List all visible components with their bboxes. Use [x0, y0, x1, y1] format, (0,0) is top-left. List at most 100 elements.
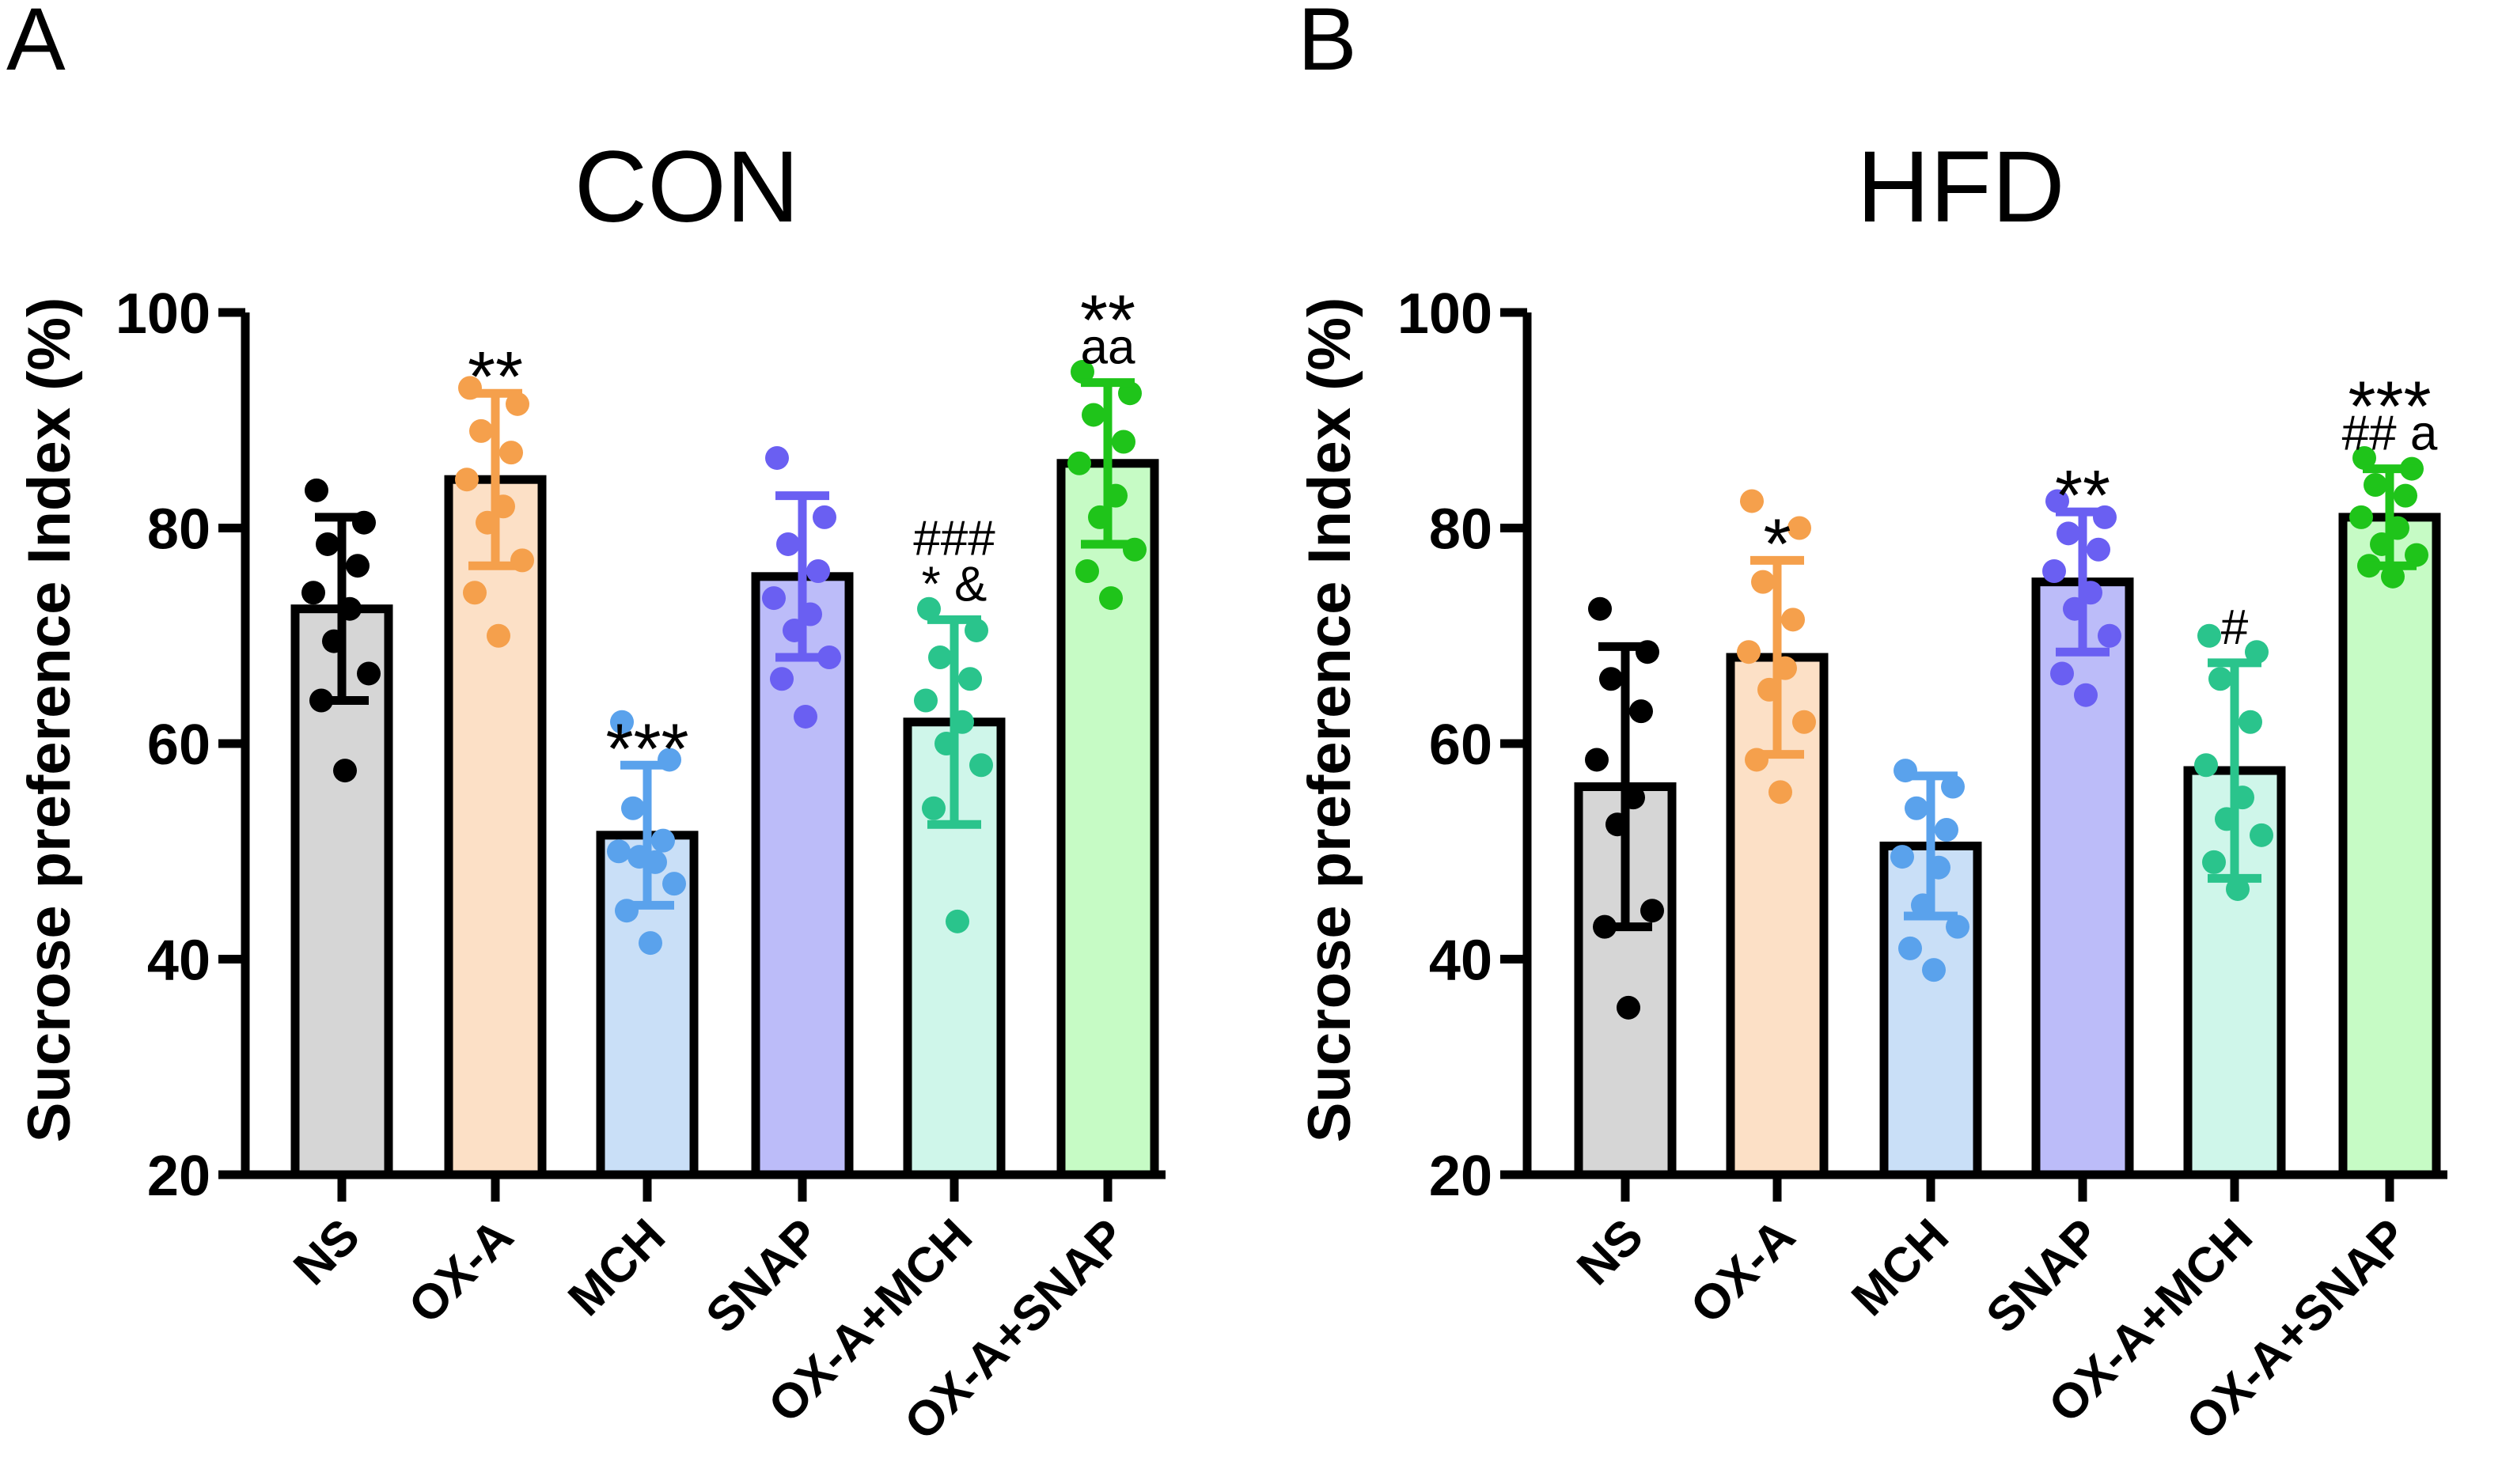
data-point: [776, 532, 800, 556]
data-point: [316, 532, 339, 556]
y-tick-label: 100: [1397, 282, 1492, 346]
data-point: [1082, 403, 1105, 427]
significance-label: **: [468, 338, 523, 417]
panel-a-label: A: [6, 0, 66, 89]
data-point: [607, 839, 631, 864]
data-point: [2226, 876, 2250, 901]
data-point: [1112, 430, 1135, 454]
data-point: [1941, 774, 1965, 799]
panel-b: B HFD Sucrose preference Index (%) 20 40 6…: [1296, 0, 2447, 1451]
data-point: [1588, 596, 1612, 621]
data-point: [2381, 564, 2405, 589]
data-point: [487, 623, 510, 648]
data-point: [1781, 608, 1805, 632]
data-point: [2208, 667, 2232, 691]
data-point: [2098, 623, 2121, 648]
x-tick-label: MCH: [1841, 1209, 1959, 1327]
data-point: [2394, 483, 2417, 508]
data-point: [922, 796, 946, 820]
significance-label: ## a: [2342, 407, 2438, 461]
data-point: [1737, 640, 1761, 664]
data-point: [639, 931, 662, 956]
y-tick-label: 20: [147, 1145, 210, 1208]
x-tick-label: SNAP: [696, 1209, 831, 1344]
data-point: [765, 445, 789, 470]
data-point: [2045, 489, 2069, 513]
panel-a-ylabel: Sucrose preference Index (%): [16, 297, 83, 1143]
y-tick-label: 80: [1429, 498, 1492, 562]
data-point: [2197, 623, 2221, 648]
data-point: [1890, 845, 1914, 869]
data-point: [946, 909, 969, 933]
y-tick-label: 40: [1429, 929, 1492, 993]
data-point: [1629, 699, 1653, 724]
significance-label: ***: [605, 710, 688, 789]
x-tick-label: NS: [1567, 1209, 1654, 1296]
data-point: [651, 828, 675, 853]
y-tick-label: 100: [116, 282, 210, 346]
significance-label: **: [2055, 456, 2110, 536]
data-point: [2239, 710, 2262, 734]
data-point: [346, 554, 370, 578]
y-tick-label: 60: [1429, 714, 1492, 777]
data-point: [1768, 780, 1792, 804]
panel-a: A CON Sucrose preference Index (%) 20 40 6…: [6, 0, 1166, 1451]
panel-b-ylabel: Sucrose preference Index (%): [1296, 297, 1363, 1143]
data-point: [2087, 537, 2110, 562]
data-point: [2364, 473, 2387, 497]
data-point: [463, 581, 487, 605]
y-tick-label: 20: [1429, 1145, 1492, 1208]
x-tick-label: OX-A: [1681, 1209, 1806, 1334]
data-point: [1617, 995, 1640, 1020]
data-point: [621, 796, 645, 820]
bar: [2031, 577, 2134, 1179]
data-point: [813, 505, 836, 529]
data-point: [2050, 661, 2074, 686]
bar: [2338, 513, 2441, 1179]
y-tick-label: 40: [147, 929, 210, 993]
data-point: [2194, 753, 2218, 778]
data-point: [1118, 381, 1142, 406]
x-tick-label: OX-A: [399, 1209, 524, 1334]
data-point: [2352, 445, 2376, 470]
y-tick-label: 80: [147, 498, 210, 562]
data-point: [2349, 505, 2373, 529]
data-point: [2245, 640, 2269, 664]
bar: [1056, 459, 1159, 1179]
data-point: [928, 645, 952, 669]
data-point: [965, 618, 988, 642]
bar: [444, 475, 547, 1179]
data-point: [1922, 958, 1946, 982]
data-point: [1599, 667, 1623, 691]
significance-label: *: [1763, 505, 1791, 584]
data-point: [305, 478, 328, 502]
data-point: [1585, 748, 1609, 772]
data-point: [2074, 683, 2098, 707]
significance-label: aa: [1081, 320, 1135, 375]
significance-label: ###: [913, 511, 995, 566]
data-point: [499, 441, 523, 465]
data-point: [610, 710, 634, 734]
data-point: [1946, 914, 1969, 939]
data-point: [914, 688, 938, 713]
data-point: [662, 872, 686, 896]
data-point: [1898, 936, 1922, 960]
data-point: [2405, 543, 2428, 567]
data-point: [794, 704, 817, 729]
data-point: [333, 759, 357, 783]
data-point: [806, 559, 830, 583]
data-point: [1067, 451, 1091, 475]
data-point: [1751, 570, 1775, 594]
panel-a-title: CON: [574, 131, 799, 244]
data-point: [455, 468, 479, 492]
significance-label: #: [2221, 600, 2249, 655]
data-point: [1640, 899, 1664, 923]
significance-label: ***: [2348, 368, 2431, 447]
data-point: [1075, 559, 1099, 583]
data-point: [1740, 489, 1764, 513]
x-tick-label: MCH: [558, 1209, 676, 1327]
data-point: [770, 667, 794, 691]
data-point: [506, 392, 529, 416]
